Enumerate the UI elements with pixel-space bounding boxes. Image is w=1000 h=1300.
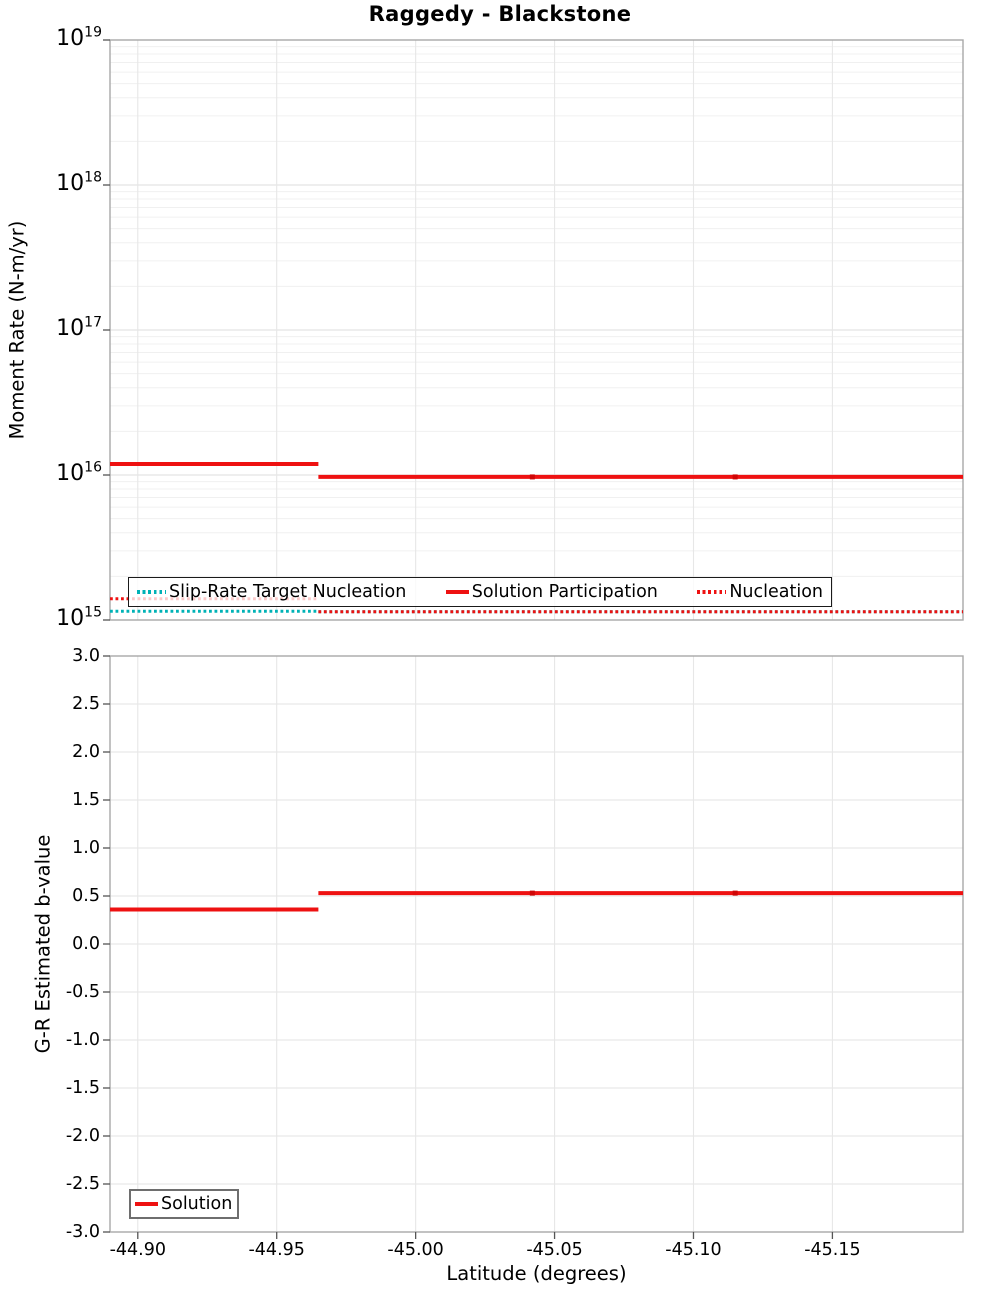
bottom-y-tick-label: 3.0 [72,646,100,666]
legend-label: Solution Participation [471,582,658,602]
bottom-y-tick-label: 1.5 [72,790,100,810]
legend-label: Solution [161,1194,233,1214]
teal-dotted-line-swatch [137,590,166,594]
bottom-y-tick-label: -3.0 [65,1222,100,1242]
red-solid-line-swatch [445,590,469,594]
red-solid-line-swatch [135,1202,158,1206]
bottom-y-tick-label: -1.0 [65,1030,100,1050]
legend-label: Slip-Rate Target Nucleation [169,582,407,602]
legend-entry-nucleation: Nucleation [697,582,823,602]
bottom-y-tick-label: -1.5 [65,1078,100,1098]
bottom-y-tick-label: -2.0 [65,1126,100,1146]
top-y-tick-label: 1015 [56,604,102,631]
x-tick-label: -45.00 [387,1240,444,1260]
top-y-axis-label: Moment Rate (N-m/yr) [5,220,29,440]
top-legend: Slip-Rate Target Nucleation Solution Par… [128,577,832,607]
legend-entry-slip-rate-target: Slip-Rate Target Nucleation [137,582,406,602]
x-tick-label: -45.15 [804,1240,861,1260]
bottom-y-tick-label: 2.0 [72,742,100,762]
x-tick-label: -44.90 [109,1240,166,1260]
x-tick-label: -44.95 [248,1240,305,1260]
bottom-y-tick-label: 0.0 [72,934,100,954]
legend-entry-solution: Solution [135,1194,232,1214]
top-y-tick-label: 1018 [56,169,102,196]
chart-title: Raggedy - Blackstone [368,2,632,26]
top-y-tick-label: 1017 [56,314,102,341]
legend-entry-solution-participation: Solution Participation [445,582,658,602]
x-axis-label: Latitude (degrees) [446,1262,627,1285]
legend-label: Nucleation [729,582,823,602]
bottom-legend: Solution [129,1189,239,1219]
x-tick-label: -45.05 [526,1240,583,1260]
top-y-tick-label: 1019 [56,24,102,51]
x-tick-label: -45.10 [665,1240,722,1260]
bottom-y-tick-label: 2.5 [72,694,100,714]
red-dotted-line-swatch [697,590,727,594]
bottom-y-tick-label: -0.5 [65,982,100,1002]
top-y-tick-label: 1016 [56,459,102,486]
bottom-y-tick-label: -2.5 [65,1174,100,1194]
bottom-y-tick-label: 0.5 [72,886,100,906]
bottom-y-tick-label: 1.0 [72,838,100,858]
